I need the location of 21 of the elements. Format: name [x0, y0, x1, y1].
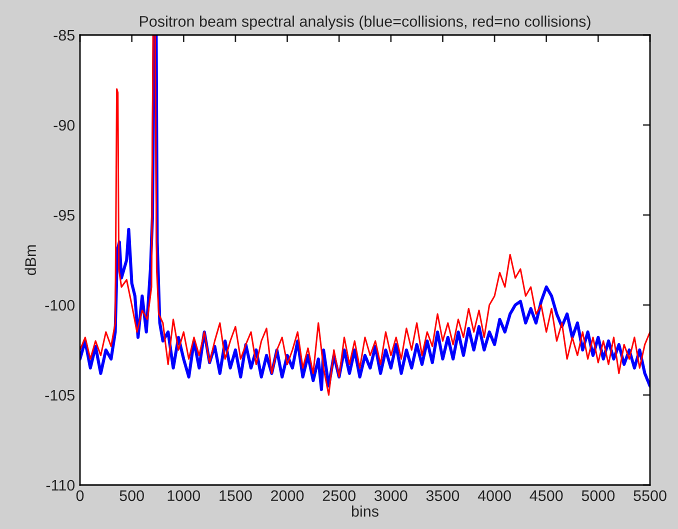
chart-title: Positron beam spectral analysis (blue=collisions, red=no collisions) [140, 16, 590, 30]
x-tick-label: 2000 [271, 490, 304, 502]
y-axis-title: dBm [24, 245, 36, 276]
y-tick-label: -110 [46, 480, 75, 491]
x-axis-title: bins [352, 505, 378, 517]
x-tick-label: 500 [120, 490, 144, 502]
y-tick-label: -90 [54, 120, 75, 131]
x-tick-label: 4000 [478, 490, 511, 502]
y-tick-label: -95 [54, 210, 74, 221]
x-tick-label: 2500 [322, 490, 356, 502]
y-tick-label: -100 [45, 300, 75, 311]
y-tick-label: -85 [54, 30, 74, 41]
x-tick-label: 4500 [530, 490, 563, 502]
x-tick-label: 1500 [220, 490, 252, 502]
x-tick-label: 0 [76, 490, 84, 502]
y-tick-label: -105 [45, 390, 74, 401]
x-tick-label: 3500 [426, 490, 460, 502]
x-tick-label: 1000 [168, 490, 200, 502]
x-tick-label: 3000 [374, 490, 408, 502]
x-tick-label: 5500 [634, 490, 666, 502]
x-tick-label: 5000 [582, 490, 615, 502]
